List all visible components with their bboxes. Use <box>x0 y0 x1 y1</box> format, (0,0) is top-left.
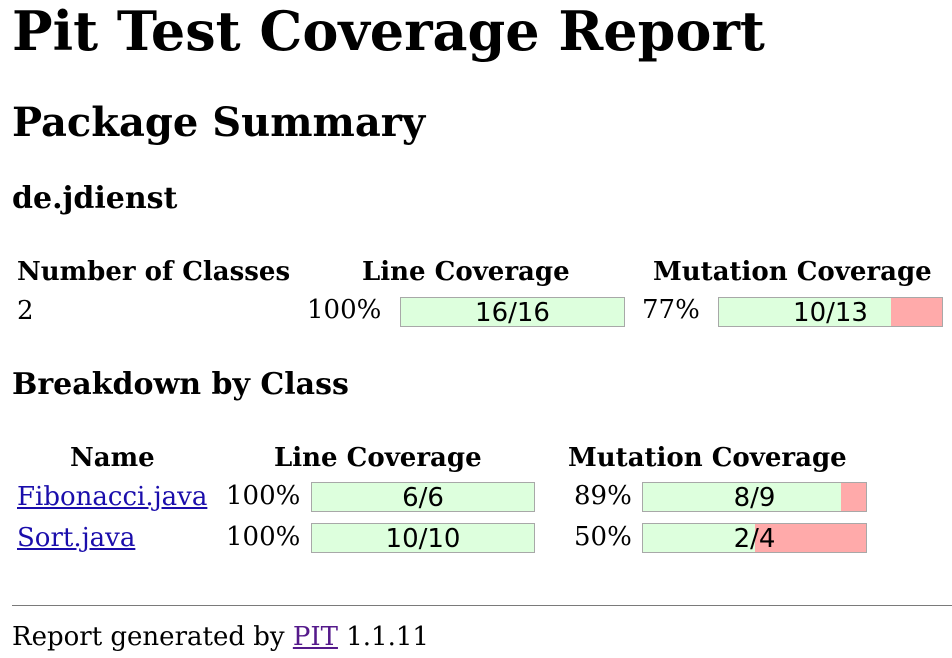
mutation-coverage-percent: 77% <box>642 295 700 325</box>
class-link-fibonacci[interactable]: Fibonacci.java <box>17 482 208 512</box>
breakdown-heading: Breakdown by Class <box>12 367 349 402</box>
header-mutation-coverage: Mutation Coverage <box>568 443 847 473</box>
line-coverage-ratio: 16/16 <box>475 298 550 327</box>
line-coverage-bar: 10/10 <box>311 523 535 553</box>
footer-divider <box>12 605 952 606</box>
mutation-coverage-ratio: 8/9 <box>733 483 776 512</box>
mutation-coverage-percent: 50% <box>574 522 632 552</box>
class-link-sort[interactable]: Sort.java <box>17 523 136 553</box>
package-name: de.jdienst <box>12 181 178 216</box>
mutation-coverage-percent: 89% <box>574 481 632 511</box>
line-coverage-fill <box>312 483 534 511</box>
line-coverage-percent: 100% <box>226 481 301 511</box>
line-coverage-percent: 100% <box>226 522 301 552</box>
header-name: Name <box>70 443 155 473</box>
header-line-coverage: Line Coverage <box>362 257 570 287</box>
line-coverage-percent: 100% <box>307 295 382 325</box>
line-coverage-ratio: 6/6 <box>402 483 444 512</box>
header-number-of-classes: Number of Classes <box>17 257 291 287</box>
line-coverage-bar: 6/6 <box>311 482 535 512</box>
mutation-coverage-fill <box>643 524 755 552</box>
mutation-coverage-fill <box>643 483 842 511</box>
line-coverage-ratio: 10/10 <box>385 524 461 553</box>
footer: Report generated by PIT 1.1.11 <box>12 624 429 650</box>
header-line-coverage: Line Coverage <box>274 443 482 473</box>
mutation-coverage-bar: 8/9 <box>642 482 867 512</box>
class-count: 2 <box>17 296 34 326</box>
mutation-coverage-fill <box>719 298 891 326</box>
line-coverage-bar: 16/16 <box>400 297 625 327</box>
pit-link[interactable]: PIT <box>292 622 338 652</box>
mutation-coverage-bar: 10/13 <box>718 297 943 327</box>
package-summary-heading: Package Summary <box>12 99 426 146</box>
mutation-coverage-ratio: 10/13 <box>793 298 868 327</box>
mutation-coverage-ratio: 2/4 <box>733 524 776 553</box>
footer-prefix: Report generated by <box>12 622 285 652</box>
line-coverage-fill <box>401 298 624 326</box>
mutation-coverage-bar: 2/4 <box>642 523 867 553</box>
line-coverage-fill <box>312 524 534 552</box>
footer-version: 1.1.11 <box>346 622 429 652</box>
header-mutation-coverage: Mutation Coverage <box>653 257 932 287</box>
page-title: Pit Test Coverage Report <box>12 0 765 63</box>
